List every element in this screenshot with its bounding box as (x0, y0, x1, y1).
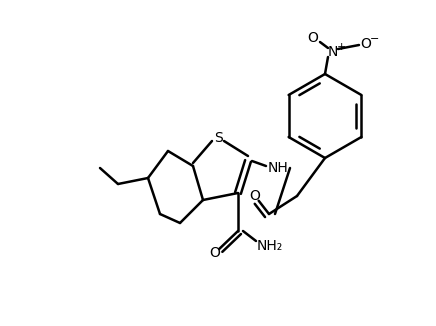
Text: O: O (249, 189, 260, 203)
Text: −: − (370, 34, 380, 44)
Text: O: O (361, 37, 371, 51)
Text: N: N (328, 45, 338, 59)
Text: S: S (214, 131, 222, 145)
Text: O: O (307, 31, 318, 45)
Text: +: + (336, 42, 346, 52)
Text: NH₂: NH₂ (257, 239, 283, 253)
Text: NH: NH (268, 161, 288, 175)
Text: O: O (210, 246, 221, 260)
